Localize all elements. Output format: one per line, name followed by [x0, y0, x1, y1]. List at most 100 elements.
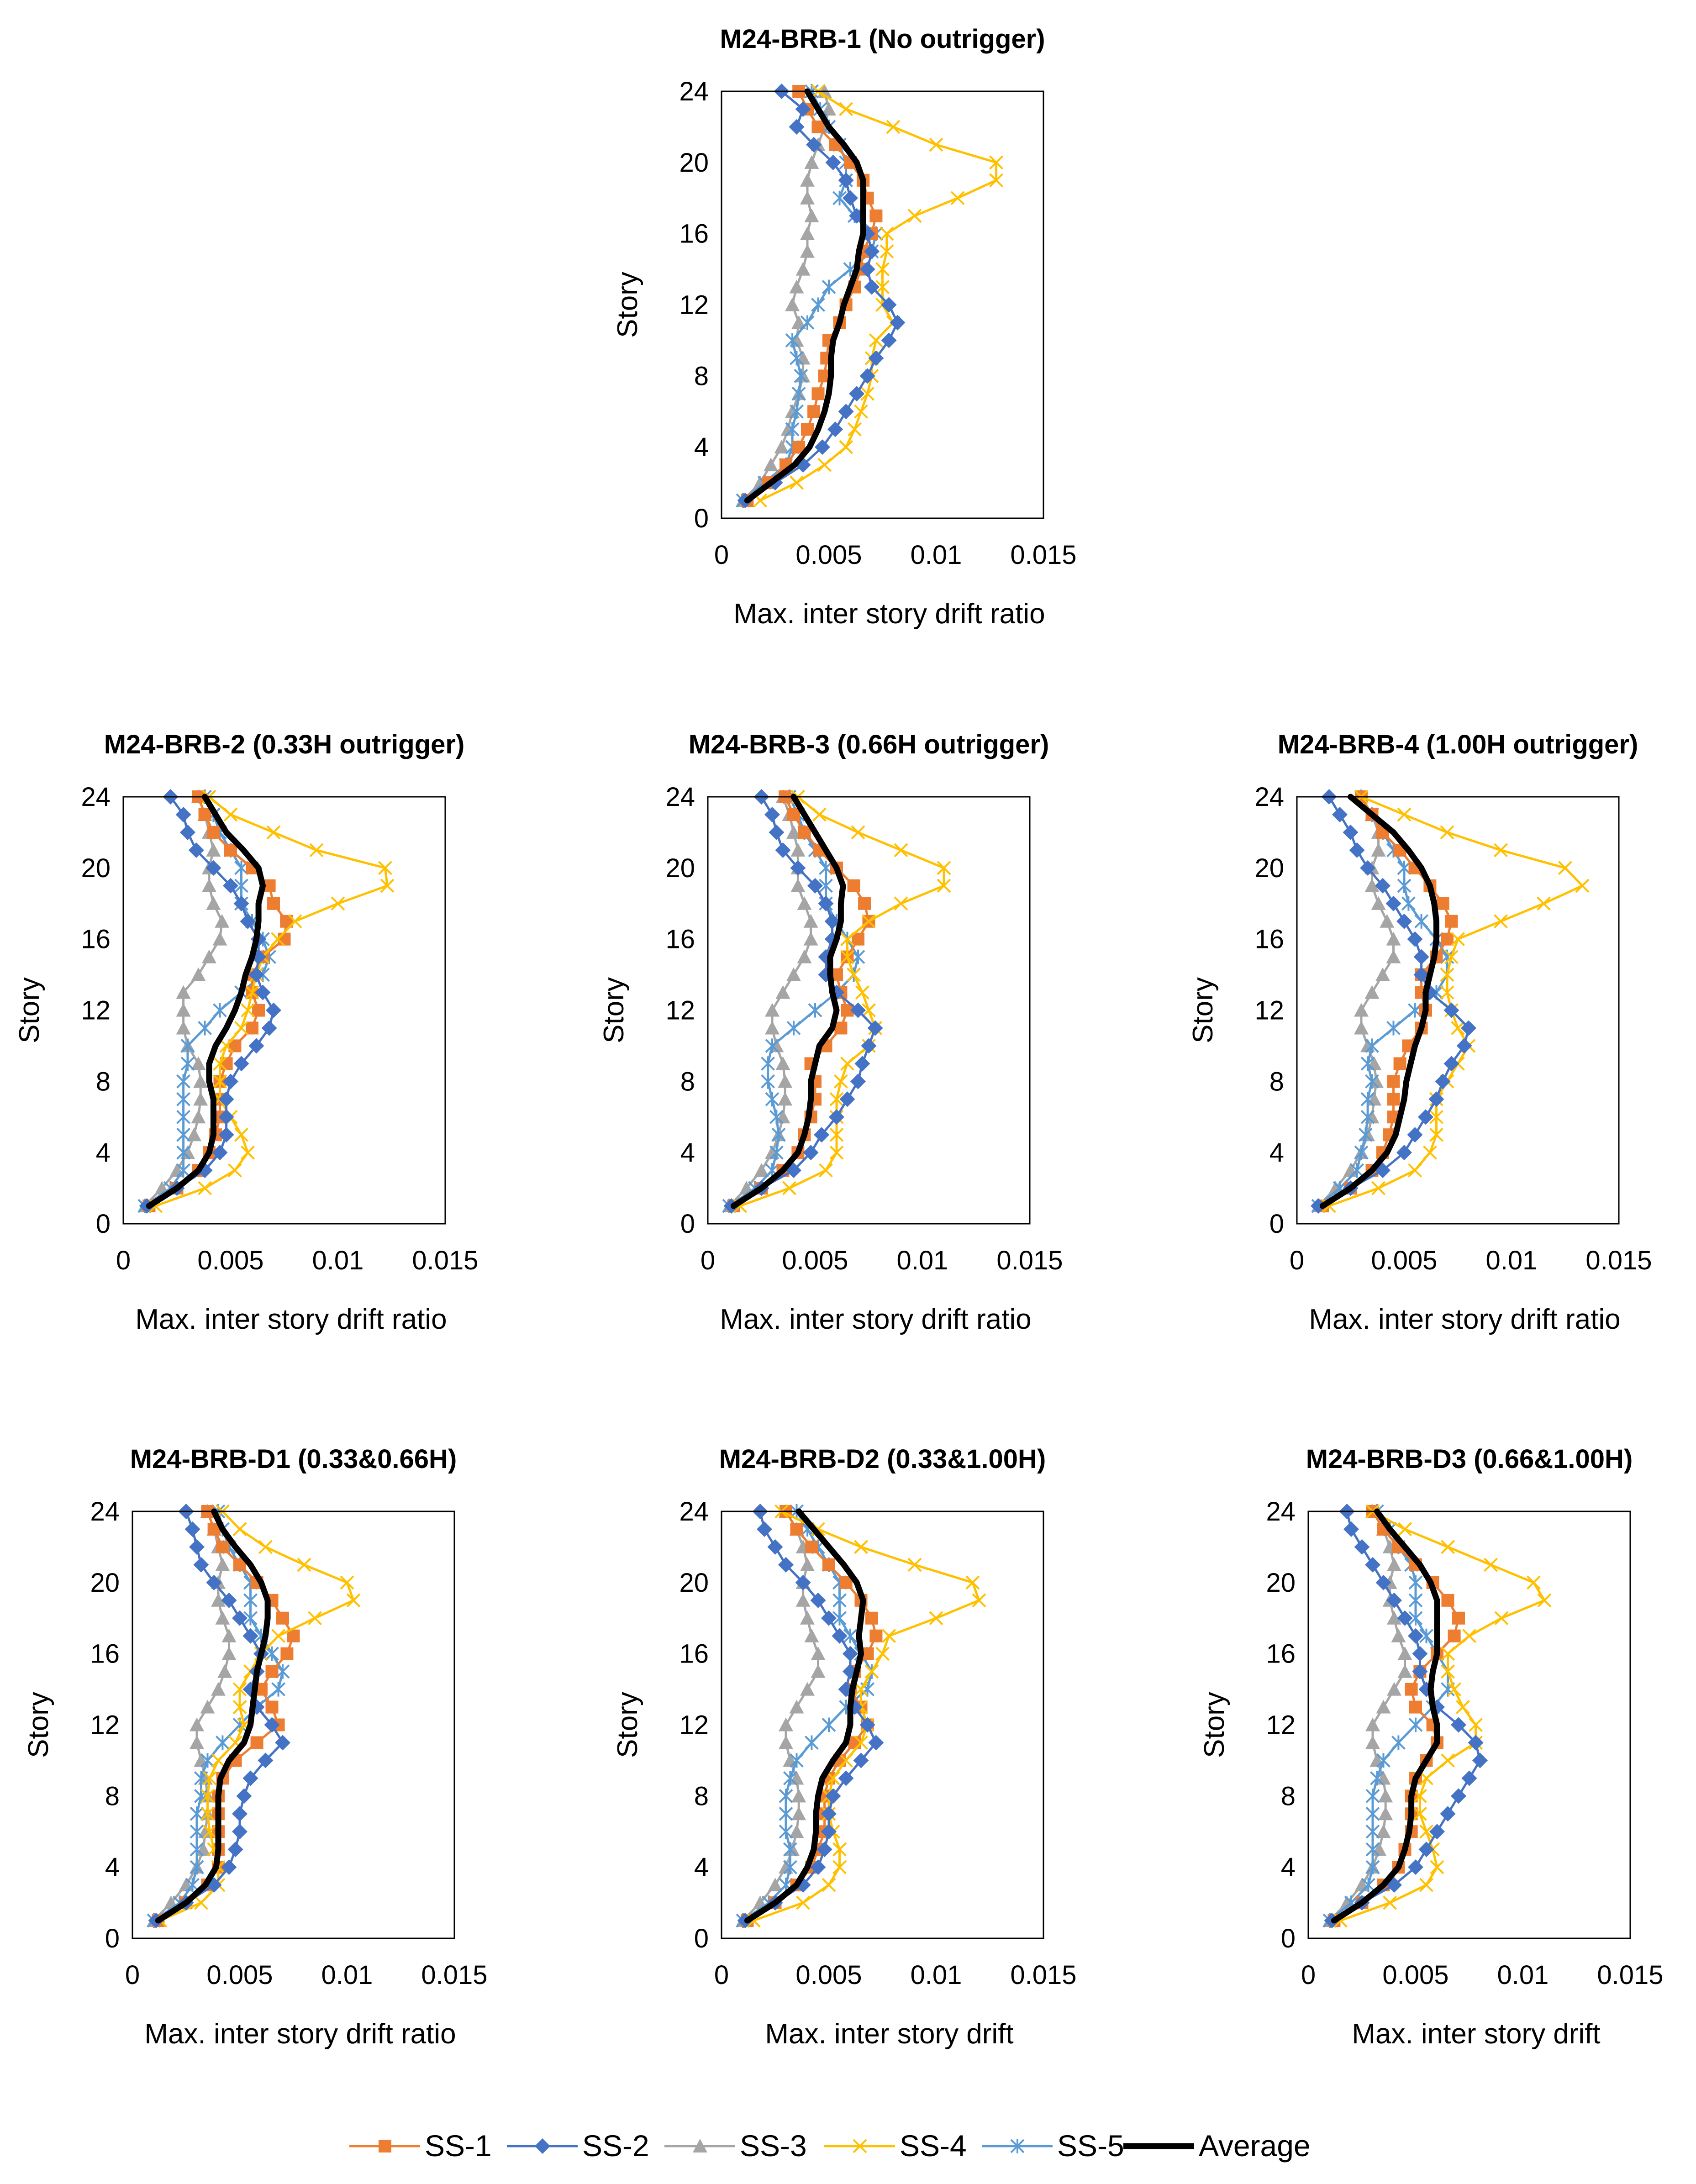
ss4-marker [194, 1895, 208, 1910]
ss5-marker [1360, 1092, 1375, 1107]
ss5-marker [765, 1038, 780, 1053]
ss5-marker [804, 1735, 819, 1750]
y-axis-label: Story [612, 272, 643, 338]
ss2-marker [223, 878, 238, 894]
ss3-marker [1380, 914, 1395, 928]
ss2-marker [824, 913, 840, 929]
ss4-marker [854, 1540, 868, 1554]
ss2-marker [881, 332, 897, 348]
ss4-marker [1412, 1806, 1427, 1821]
y-tick-label: 8 [680, 1067, 695, 1096]
ss5-marker [832, 1610, 847, 1626]
ss4-marker [1371, 1181, 1386, 1195]
ss2-marker [850, 1002, 866, 1018]
ss1-marker [787, 808, 800, 821]
y-tick-label: 24 [1254, 782, 1284, 812]
series-line-ss-5 [742, 90, 877, 502]
series-line-ss-1 [147, 795, 288, 1207]
y-tick-label: 12 [90, 1710, 120, 1740]
ss5-marker [275, 1664, 290, 1679]
ss2-marker [233, 1056, 249, 1072]
ss4-marker [1444, 950, 1459, 964]
ss4-marker [227, 1163, 242, 1178]
ss2-marker [859, 1717, 875, 1733]
ss1-marker [216, 1540, 229, 1553]
ss2-marker [242, 1628, 258, 1644]
y-tick-label: 16 [81, 925, 111, 954]
ss4-marker [847, 968, 861, 982]
ss5-marker [786, 1021, 801, 1036]
series-line-ss-4 [759, 90, 998, 502]
ss5-marker [783, 1842, 797, 1857]
y-tick-label: 0 [96, 1209, 111, 1239]
y-tick-label: 24 [81, 782, 111, 812]
ss5-marker [771, 1127, 786, 1142]
ss5-marker [779, 1806, 793, 1821]
ss2-marker [867, 1020, 883, 1036]
ss3-marker [206, 896, 221, 910]
ss4-marker [1419, 1878, 1433, 1892]
plot-frame [721, 1510, 1044, 1939]
ss4-marker [907, 209, 922, 223]
x-tick-label: 0 [701, 1246, 715, 1275]
ss3-marker [765, 1003, 780, 1017]
ss2-marker [1440, 1806, 1456, 1822]
ss4-marker [950, 191, 965, 205]
ss2-marker [1407, 931, 1423, 947]
ss3-marker [1354, 1021, 1369, 1035]
ss3-marker [779, 1735, 793, 1749]
ss2-marker [1354, 1539, 1370, 1555]
ss3-marker [191, 1056, 206, 1070]
x-tick-label: 0.015 [412, 1246, 478, 1275]
y-tick-label: 4 [1269, 1138, 1284, 1168]
ss2-marker [1468, 1735, 1484, 1751]
ss4-marker [1447, 1682, 1462, 1696]
ss4-marker [241, 1145, 255, 1160]
ss5-marker [213, 1003, 227, 1018]
ss4-marker [1451, 932, 1465, 947]
ss3-marker [804, 155, 819, 169]
series-line-ss-3 [1328, 1510, 1406, 1922]
ss4-marker [1455, 1700, 1470, 1714]
ss3-marker [790, 842, 806, 857]
y-tick-label: 20 [81, 853, 111, 883]
ss3-marker [779, 1717, 793, 1731]
ss5-marker [779, 1824, 793, 1839]
ss5-marker [779, 1789, 793, 1804]
series-line-ss-3 [1317, 795, 1395, 1207]
ss4-marker [1398, 1522, 1412, 1537]
series-line-ss-5 [1328, 1510, 1449, 1922]
y-tick-label: 12 [1254, 996, 1284, 1026]
ss4-marker [234, 1021, 248, 1035]
ss3-marker [790, 878, 806, 892]
ss4-marker [826, 1771, 840, 1785]
ss4-marker [211, 1753, 226, 1768]
ss5-marker [811, 297, 825, 312]
ss4-marker [833, 1074, 848, 1089]
ss4-marker [1462, 1629, 1476, 1643]
ss4-marker [1558, 861, 1572, 875]
ss2-marker [535, 2138, 550, 2154]
ss5-marker [794, 368, 808, 384]
ss4-marker [862, 914, 876, 929]
ss4-marker [232, 1522, 247, 1537]
ss4-marker [796, 1895, 811, 1910]
ss3-marker [811, 1664, 826, 1678]
ss1-marker [198, 808, 211, 821]
ss3-marker [803, 931, 818, 946]
ss3-marker [811, 1646, 826, 1660]
ss3-marker [221, 1646, 237, 1660]
ss3-marker [1397, 1664, 1412, 1678]
ss5-marker [1414, 914, 1429, 929]
ss5-marker [1419, 1628, 1433, 1643]
ss4-marker [241, 1003, 255, 1017]
y-tick-label: 12 [1266, 1710, 1296, 1740]
x-tick-label: 0.01 [321, 1960, 373, 1990]
ss5-marker [176, 1110, 191, 1125]
ss1-marker [1436, 897, 1449, 910]
chart-title: M24-BRB-2 (0.33H outrigger) [104, 730, 465, 759]
ss3-marker [215, 914, 230, 928]
chart-panel-6: M24-BRB-D2 (0.33&1.00H) 0 0.005 0.01 0.015 0 4… [612, 1444, 1077, 2050]
ss4-marker [855, 985, 869, 1000]
